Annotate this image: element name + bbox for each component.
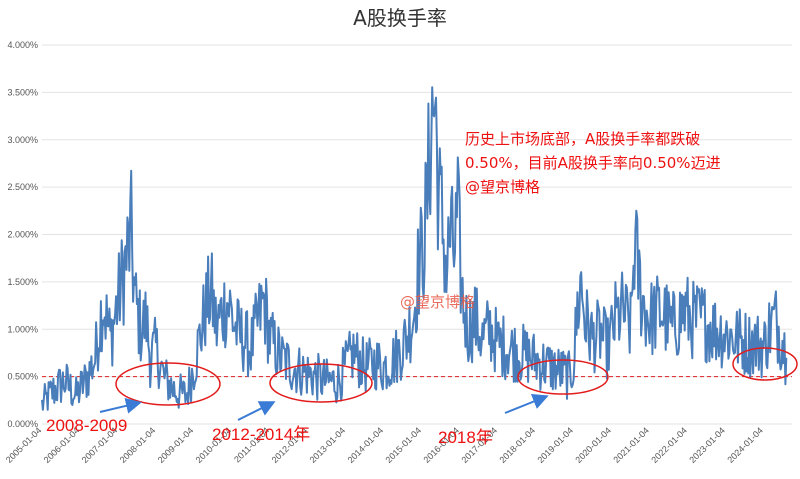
- x-tick-label: 2021-01-04: [611, 425, 651, 465]
- y-axis: 0.000% 0.500% 1.000% 1.500% 2.000% 2.500% 3.00…: [7, 40, 38, 429]
- turnover-series-line: [41, 86, 788, 411]
- x-tick-label: 2022-01-04: [649, 425, 689, 465]
- y-tick-label: 0.500%: [7, 372, 38, 382]
- x-tick-label: 2024-01-04: [725, 425, 765, 465]
- x-tick-label: 2013-01-04: [308, 425, 348, 465]
- arrows: [99, 394, 549, 421]
- note-line-1: 历史上市场底部，A股换手率都跌破: [465, 130, 700, 148]
- highlight-ellipse-2008: [115, 362, 221, 406]
- arrow-2012: [237, 401, 276, 421]
- highlight-ellipse-2024: [732, 347, 798, 381]
- period-label-2012: 2012-2014年: [212, 425, 310, 444]
- x-tick-label: 2015-01-04: [384, 425, 424, 465]
- y-tick-label: 1.500%: [7, 277, 38, 287]
- x-tick-label: 2009-01-04: [156, 425, 196, 465]
- bottom-highlight-ellipses: [115, 347, 798, 406]
- y-tick-label: 4.000%: [7, 40, 38, 50]
- period-label-2008: 2008-2009: [46, 416, 127, 435]
- arrow-2018: [504, 394, 549, 414]
- x-tick-label: 2018-01-04: [497, 425, 537, 465]
- note-line-2: 0.50%，目前A股换手率向0.50%迈进: [465, 154, 721, 172]
- y-tick-label: 2.500%: [7, 182, 38, 192]
- y-tick-label: 0.000%: [7, 419, 38, 429]
- x-tick-label: 2019-01-04: [535, 425, 575, 465]
- watermark-text: @望京博格: [400, 293, 475, 311]
- x-tick-label: 2023-01-04: [687, 425, 727, 465]
- y-tick-label: 2.000%: [7, 230, 38, 240]
- highlight-ellipse-2018: [517, 359, 609, 395]
- y-tick-label: 3.000%: [7, 135, 38, 145]
- arrow-2008: [99, 397, 142, 414]
- period-label-2018: 2018年: [438, 428, 493, 447]
- x-tick-label: 2020-01-04: [573, 425, 613, 465]
- chart-title: A股换手率: [353, 6, 447, 30]
- highlight-ellipse-2012: [269, 363, 373, 403]
- note-line-3: @望京博格: [465, 178, 540, 196]
- y-tick-label: 1.000%: [7, 324, 38, 334]
- y-tick-label: 3.500%: [7, 87, 38, 97]
- x-tick-label: 2014-01-04: [346, 425, 386, 465]
- x-tick-label: 2005-01-04: [4, 425, 44, 465]
